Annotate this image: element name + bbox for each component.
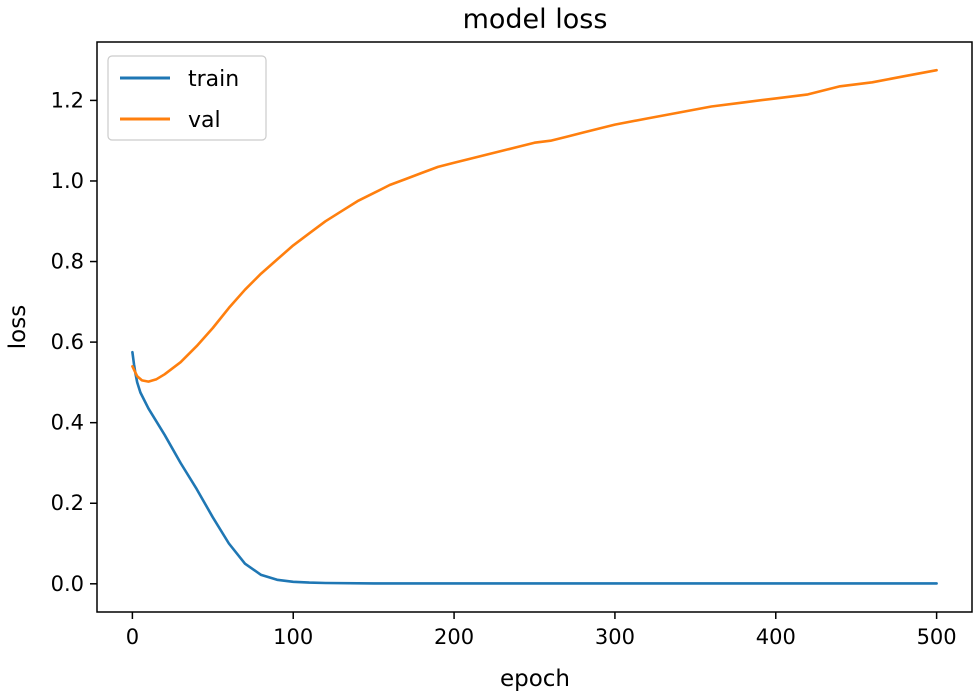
legend: train val bbox=[107, 55, 267, 141]
y-tick-label: 0.6 bbox=[51, 330, 84, 354]
y-axis-label: loss bbox=[5, 305, 31, 349]
x-axis-label: epoch bbox=[500, 666, 570, 692]
x-tick-label: 400 bbox=[756, 625, 796, 649]
x-tick-label: 200 bbox=[434, 625, 474, 649]
ticks-layer: 0 100 200 300 400 500 0.0 0.2 0.4 0.6 0.8 1.0 1.2 bbox=[51, 88, 957, 649]
y-tick-label: 0.8 bbox=[51, 250, 84, 274]
series-line-val bbox=[131, 68, 938, 383]
series-line-train bbox=[131, 350, 938, 585]
x-tick-label: 300 bbox=[595, 625, 635, 649]
y-tick-label: 0.2 bbox=[51, 491, 84, 515]
x-tick-label: 0 bbox=[126, 625, 139, 649]
x-tick-label: 500 bbox=[917, 625, 957, 649]
y-tick-label: 0.0 bbox=[51, 572, 84, 596]
legend-label-val: val bbox=[188, 108, 221, 133]
y-tick-label: 1.0 bbox=[51, 169, 84, 193]
chart-title: model loss bbox=[463, 4, 608, 35]
x-tick-label: 100 bbox=[273, 625, 313, 649]
y-tick-label: 0.4 bbox=[51, 411, 84, 435]
legend-label-train: train bbox=[188, 67, 239, 92]
series-layer bbox=[131, 68, 938, 585]
plot-area-frame bbox=[96, 41, 973, 613]
y-tick-label: 1.2 bbox=[51, 88, 84, 112]
legend-box bbox=[107, 55, 267, 141]
